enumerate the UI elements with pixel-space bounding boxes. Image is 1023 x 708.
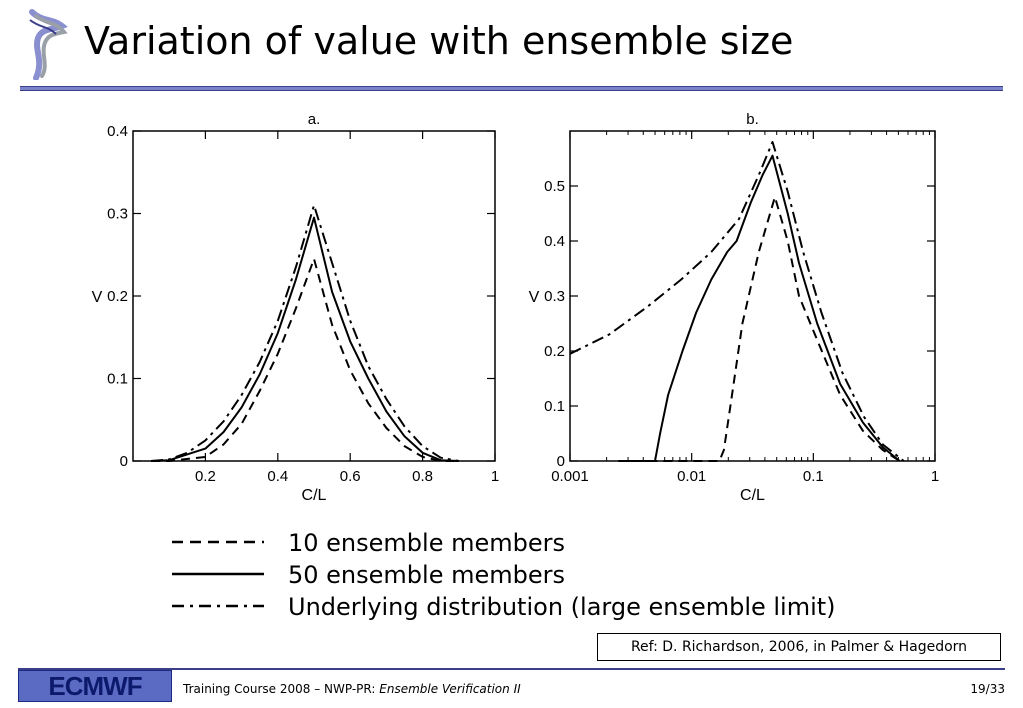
legend-label-50-members: 50 ensemble members: [288, 561, 565, 589]
chart-b-y-tick-label: 0.5: [544, 178, 565, 195]
ecmwf-logo-text: ECMWF: [48, 671, 142, 701]
chart-b-x-tick-label: 1: [931, 468, 939, 485]
chart-b-x-tick-label: 0.001: [551, 468, 589, 485]
title-divider: [20, 86, 1003, 91]
footer-course: Training Course 2008 – NWP-PR: Ensemble …: [183, 682, 521, 696]
legend-item-10-members: 10 ensemble members: [172, 528, 932, 558]
chart-a-ylabel: V: [92, 289, 103, 306]
chart-a-xlabel: C/L: [302, 487, 327, 504]
chart-b-series-dashdot: [569, 141, 905, 462]
slide-title: Variation of value with ensemble size: [84, 19, 794, 63]
chart-b-y-tick-label: 0.3: [544, 288, 565, 305]
chart-b-y-tick-label: 0.2: [544, 343, 565, 360]
chart-b-x-tick-label: 0.01: [677, 468, 706, 485]
footer-page-number: 19/33: [970, 682, 1005, 696]
chart-a-x-tick-label: 1: [491, 468, 499, 485]
chart-b-y-tick-label: 0.1: [544, 398, 565, 415]
chart-a-x-tick-label: 0.4: [267, 468, 288, 485]
footer-course-title: Ensemble Verification II: [379, 682, 521, 696]
chart-a-series-dashdot: [151, 204, 459, 462]
chart-a-y-tick-label: 0.1: [107, 371, 128, 388]
chart-a-y-tick-label: 0.3: [107, 206, 128, 223]
chart-a-series-dashed: [151, 257, 459, 462]
chart-b-x-tick-label: 0.1: [803, 468, 824, 485]
chart-b-frame: [569, 130, 936, 462]
chart-a-y-tick-label: 0.4: [107, 123, 128, 140]
legend-dashdot-swatch: [172, 604, 264, 608]
legend-item-underlying: Underlying distribution (large ensemble …: [172, 592, 932, 622]
footer-course-prefix: Training Course 2008 – NWP-PR:: [183, 682, 380, 696]
footer: ECMWF Training Course 2008 – NWP-PR: Ens…: [18, 668, 1005, 702]
reference-box: Ref: D. Richardson, 2006, in Palmer & Ha…: [597, 633, 1001, 661]
chart-b-title: b.: [746, 111, 759, 128]
charts-area: 0.2 0.4 0.6 0.8 1 0 0.1 0.2 0.3 0.4 a. C/L V 0.001 0.0…: [92, 111, 940, 504]
chart-b-y-tick-label: 0.4: [544, 233, 565, 250]
chart-b-ylabel: V: [529, 289, 540, 306]
legend-label-underlying: Underlying distribution (large ensemble …: [288, 593, 836, 621]
chart-b-y-tick-label: 0: [557, 453, 565, 470]
chart-b-series-solid: [618, 154, 901, 462]
legend: 10 ensemble members 50 ensemble members …: [172, 528, 932, 624]
legend-dashed-swatch: [172, 540, 264, 544]
ecmwf-logo: ECMWF: [18, 670, 172, 702]
chart-b-series-dashed: [618, 196, 901, 462]
chart-a-frame: [132, 130, 496, 462]
chart-a-title: a.: [308, 111, 321, 128]
ecmwf-swirl-logo-icon: [29, 9, 68, 80]
chart-a-series-solid: [151, 216, 459, 462]
chart-a-x-tick-label: 0.2: [195, 468, 216, 485]
chart-a-x-tick-label: 0.6: [340, 468, 361, 485]
chart-b-xlabel: C/L: [740, 487, 765, 504]
chart-a-x-tick-label: 0.8: [412, 468, 433, 485]
legend-solid-swatch: [172, 572, 264, 576]
legend-label-10-members: 10 ensemble members: [288, 529, 565, 557]
chart-a-y-tick-label: 0: [120, 453, 128, 470]
legend-item-50-members: 50 ensemble members: [172, 560, 932, 590]
chart-a-y-tick-label: 0.2: [107, 288, 128, 305]
